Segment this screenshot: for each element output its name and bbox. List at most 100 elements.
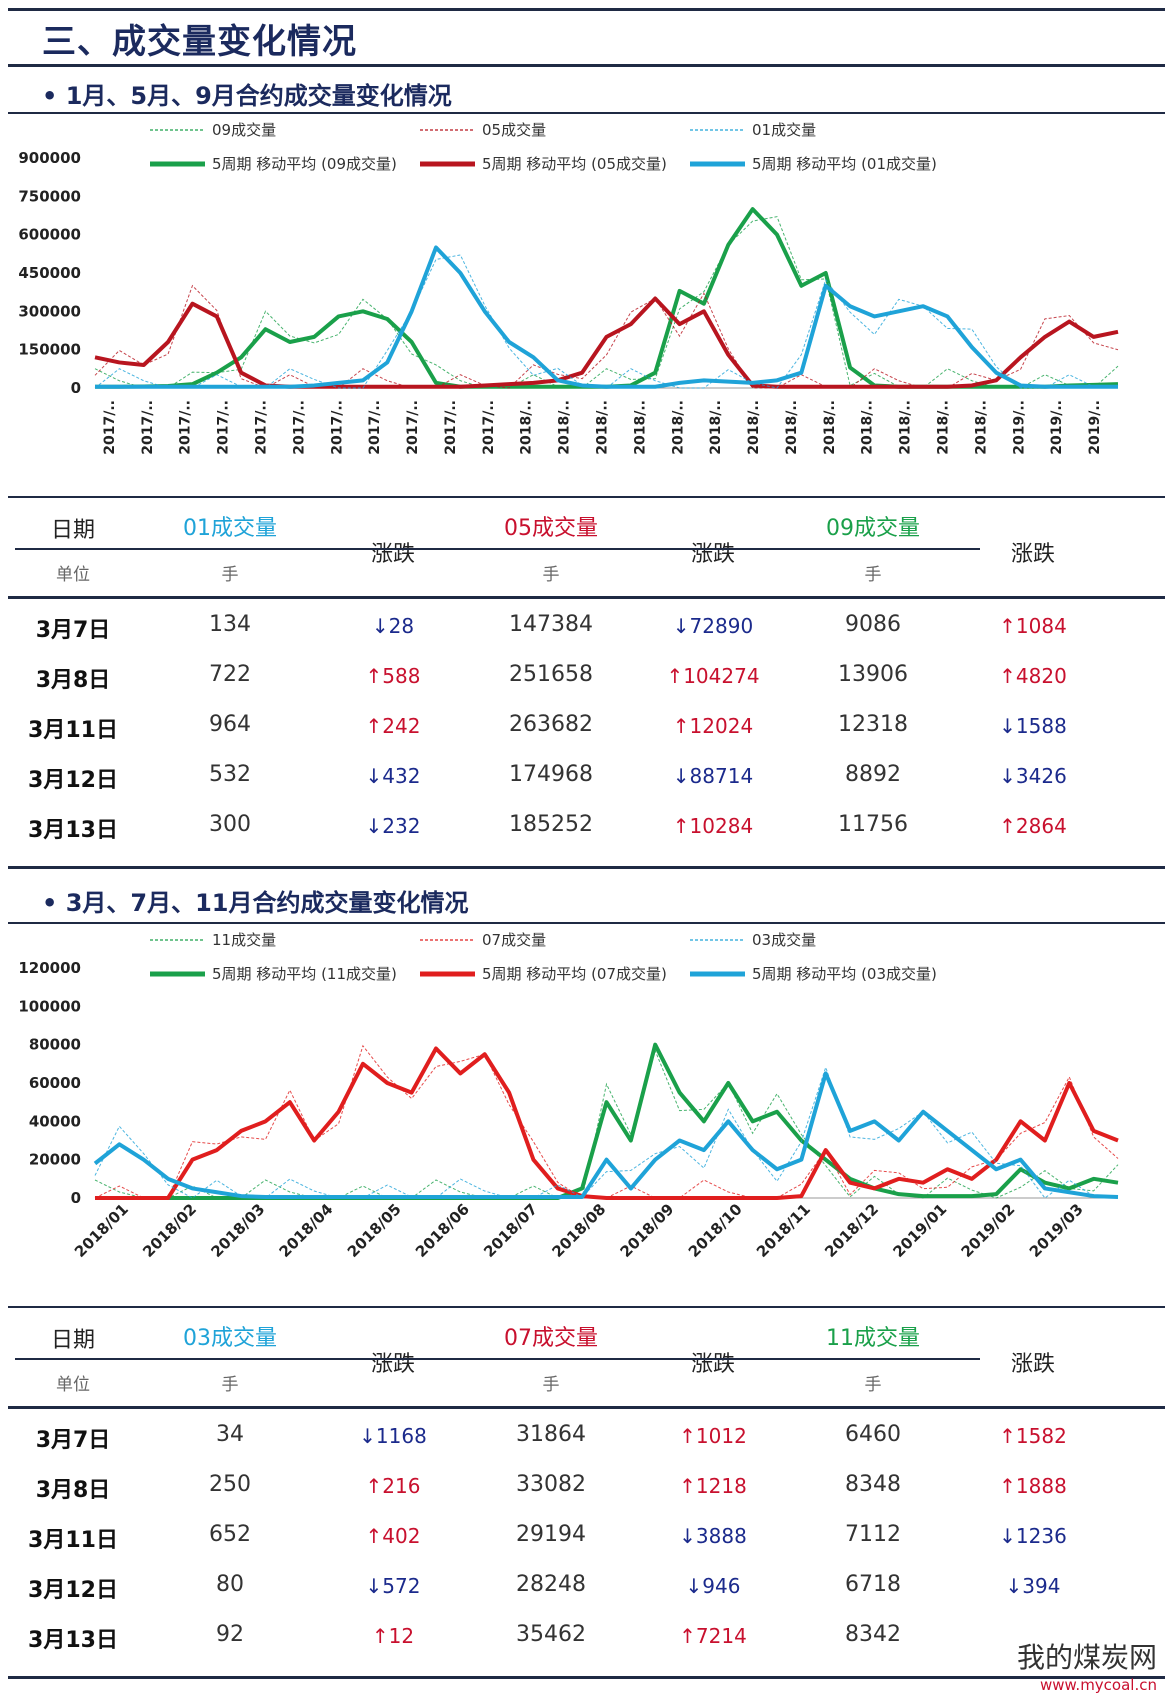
table-cell-change: ↓1588: [999, 714, 1067, 738]
table-cell-change: ↑216: [365, 1474, 421, 1498]
table-cell-change: ↑1218: [679, 1474, 747, 1498]
table1: 日期 01成交量手 涨跌 05成交量手 涨跌 09成交量手 涨跌 单位 3月7日 134 ↓28 14…: [8, 500, 1165, 872]
x-tick-label: 2019/..: [1011, 400, 1027, 455]
date-header: 日期: [50, 1328, 95, 1353]
x-tick-label: 2019/03: [1026, 1200, 1087, 1261]
table-cell-change: ↑2864: [999, 814, 1067, 838]
table-cell-value: 9086: [845, 612, 901, 637]
x-tick-label: 2018/..: [860, 400, 876, 455]
table-cell-value: 652: [209, 1522, 251, 1547]
ma-series-line: [95, 245, 1118, 389]
x-tick-label: 2018/01: [71, 1200, 132, 1261]
chart2-svg: 11成交量 07成交量 03成交量 5周期 移动平均 (11成交量) 5周期 移动平均 …: [18, 931, 1119, 1261]
x-tick-label: 2018/..: [898, 400, 914, 455]
change-header: 涨跌: [1010, 542, 1055, 567]
group-rule: [658, 1358, 980, 1360]
row-date: 3月13日: [28, 818, 118, 843]
table-cell-value: 34: [216, 1422, 244, 1447]
row-date: 3月11日: [28, 718, 118, 743]
x-tick-label: 2018/11: [753, 1200, 814, 1261]
watermark-text: 我的煤炭网: [1016, 1641, 1157, 1674]
table-cell-value: 174968: [509, 762, 593, 787]
x-tick-label: 2018/09: [617, 1200, 678, 1261]
y-tick-label: 100000: [18, 997, 81, 1015]
group-rule: [658, 548, 980, 550]
table-cell-value: 11756: [838, 812, 908, 837]
table-cell-value: 532: [209, 762, 251, 787]
table1-top-rule: [8, 496, 1165, 498]
group-header: 09成交量: [826, 516, 920, 541]
y-tick-label: 300000: [18, 302, 81, 320]
x-tick-label: 2017/..: [178, 400, 194, 455]
table-cell-value: 80: [216, 1572, 244, 1597]
table-cell-change: ↓572: [365, 1574, 421, 1598]
x-tick-label: 2018/..: [936, 400, 952, 455]
table-cell-change: ↓1236: [999, 1524, 1067, 1548]
unit-label: 手: [864, 565, 882, 585]
legend-label: 5周期 移动平均 (03成交量): [752, 965, 937, 983]
x-tick-label: 2017/..: [102, 400, 118, 455]
y-tick-label: 0: [71, 1189, 81, 1207]
legend-label: 01成交量: [752, 121, 816, 139]
legend-label: 5周期 移动平均 (05成交量): [482, 155, 667, 173]
y-tick-label: 750000: [18, 187, 81, 205]
ma-series-line: [95, 1046, 1119, 1200]
group-header: 01成交量: [183, 516, 277, 541]
x-tick-label: 2018/..: [784, 400, 800, 455]
table-cell-change: ↑12024: [672, 714, 754, 738]
table-cell-change: ↑1888: [999, 1474, 1067, 1498]
y-tick-label: 60000: [29, 1074, 81, 1092]
y-tick-label: 600000: [18, 226, 81, 244]
table-cell-change: ↑242: [365, 714, 421, 738]
unit-row-label: 单位: [56, 1375, 90, 1395]
table-cell-value: 35462: [516, 1622, 586, 1647]
table-bottom-rule: [8, 1676, 1165, 1679]
group-header: 11成交量: [826, 1326, 920, 1351]
unit-label: 手: [542, 1375, 560, 1395]
table-cell-change: ↑4820: [999, 664, 1067, 688]
table-cell-value: 8892: [845, 762, 901, 787]
x-tick-label: 2018/10: [685, 1200, 746, 1261]
table-cell-value: 6460: [845, 1422, 901, 1447]
x-tick-label: 2017/..: [367, 400, 383, 455]
table-cell-value: 251658: [509, 662, 593, 687]
x-tick-label: 2019/01: [889, 1200, 950, 1261]
x-tick-label: 2018/..: [822, 400, 838, 455]
row-date: 3月12日: [28, 768, 118, 793]
table2: 日期 03成交量手 涨跌 07成交量手 涨跌 11成交量手 涨跌 单位 3月7日 34 ↓1168 3…: [8, 1310, 1165, 1690]
x-tick-label: 2018/03: [207, 1200, 268, 1261]
row-date: 3月7日: [35, 618, 111, 643]
x-tick-label: 2019/02: [958, 1200, 1019, 1261]
legend-label: 5周期 移动平均 (09成交量): [212, 155, 397, 173]
x-tick-label: 2018/..: [746, 400, 762, 455]
table-bottom-rule: [8, 866, 1165, 869]
table-cell-value: 722: [209, 662, 251, 687]
x-tick-label: 2018/08: [548, 1200, 609, 1261]
table-cell-value: 7112: [845, 1522, 901, 1547]
table-cell-value: 29194: [516, 1522, 586, 1547]
group-header: 03成交量: [183, 1326, 277, 1351]
group-header: 05成交量: [504, 516, 598, 541]
raw-series-line: [94, 1065, 1119, 1199]
table-cell-change: ↓432: [365, 764, 421, 788]
x-tick-label: 2017/..: [216, 400, 232, 455]
x-tick-label: 2019/..: [1087, 400, 1103, 455]
table-cell-change: ↑588: [365, 664, 421, 688]
x-tick-label: 2018/02: [139, 1200, 200, 1261]
ma-series-line: [95, 207, 1119, 389]
x-tick-label: 2017/..: [405, 400, 421, 455]
x-tick-label: 2017/..: [329, 400, 345, 455]
title-rule: [8, 64, 1165, 67]
row-date: 3月12日: [28, 1578, 118, 1603]
group-rule: [336, 1358, 658, 1360]
group-rule: [15, 1358, 337, 1360]
x-tick-label: 2018/07: [480, 1200, 541, 1261]
legend-label: 09成交量: [212, 121, 276, 139]
unit-label: 手: [221, 565, 239, 585]
y-tick-label: 150000: [18, 341, 81, 359]
table-cell-change: ↓394: [1005, 1574, 1061, 1598]
change-header: 涨跌: [1010, 1352, 1055, 1377]
table-cell-value: 964: [209, 712, 251, 737]
x-tick-label: 2018/..: [632, 400, 648, 455]
x-tick-label: 2018/..: [973, 400, 989, 455]
